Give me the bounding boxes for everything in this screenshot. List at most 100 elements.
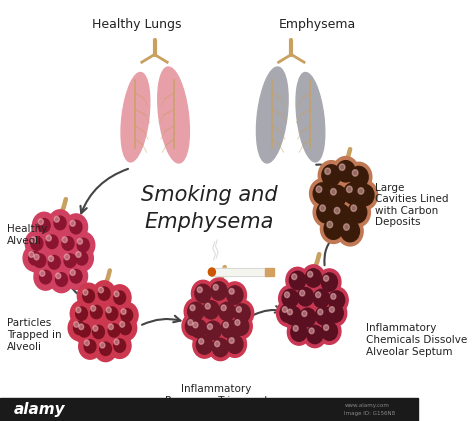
Circle shape <box>276 300 300 326</box>
Circle shape <box>55 273 67 286</box>
Circle shape <box>38 218 50 232</box>
Circle shape <box>330 189 336 195</box>
Circle shape <box>120 322 125 327</box>
Circle shape <box>76 307 87 320</box>
Circle shape <box>68 315 91 341</box>
Circle shape <box>185 317 202 336</box>
Circle shape <box>327 221 333 228</box>
Circle shape <box>72 232 95 258</box>
Circle shape <box>114 291 126 304</box>
Circle shape <box>76 251 88 265</box>
Circle shape <box>205 321 221 339</box>
Circle shape <box>188 320 193 325</box>
Circle shape <box>211 282 227 300</box>
Circle shape <box>337 216 363 246</box>
Text: www.alamy.com: www.alamy.com <box>344 403 389 408</box>
Text: Particles
Trapped in
Alveoli: Particles Trapped in Alveoli <box>7 318 62 352</box>
Circle shape <box>114 315 137 341</box>
Circle shape <box>328 200 354 229</box>
Circle shape <box>302 265 325 291</box>
Circle shape <box>46 235 51 241</box>
Circle shape <box>87 319 110 345</box>
Circle shape <box>28 251 41 265</box>
Circle shape <box>233 317 249 336</box>
Circle shape <box>48 256 60 269</box>
Circle shape <box>280 304 296 322</box>
Circle shape <box>29 252 34 257</box>
Circle shape <box>348 202 367 223</box>
Circle shape <box>83 289 94 303</box>
Circle shape <box>325 287 348 313</box>
Circle shape <box>318 161 344 190</box>
Circle shape <box>237 306 241 312</box>
Circle shape <box>94 336 117 362</box>
Circle shape <box>70 220 82 234</box>
Circle shape <box>40 229 64 255</box>
Circle shape <box>73 317 96 343</box>
Circle shape <box>293 325 298 331</box>
Ellipse shape <box>121 72 150 162</box>
Circle shape <box>297 288 314 306</box>
Circle shape <box>73 321 85 335</box>
Circle shape <box>207 278 230 304</box>
Circle shape <box>77 283 100 309</box>
Circle shape <box>76 307 81 313</box>
Circle shape <box>193 322 198 328</box>
Circle shape <box>109 285 131 310</box>
Circle shape <box>207 324 212 330</box>
Circle shape <box>34 254 39 260</box>
Circle shape <box>283 306 287 312</box>
Circle shape <box>116 302 138 328</box>
Circle shape <box>62 237 67 242</box>
Text: Healthy Lungs: Healthy Lungs <box>92 18 182 31</box>
Circle shape <box>200 297 223 323</box>
Circle shape <box>313 183 332 204</box>
Circle shape <box>352 170 358 176</box>
Circle shape <box>320 214 346 243</box>
Circle shape <box>310 285 333 312</box>
Circle shape <box>303 321 327 348</box>
Circle shape <box>212 338 228 357</box>
Circle shape <box>196 336 212 354</box>
Circle shape <box>40 271 45 276</box>
Circle shape <box>346 162 372 192</box>
Circle shape <box>48 210 72 236</box>
Circle shape <box>218 316 241 342</box>
Circle shape <box>99 287 103 293</box>
Circle shape <box>59 248 82 274</box>
Circle shape <box>100 301 123 326</box>
Circle shape <box>296 304 319 330</box>
Circle shape <box>313 197 339 227</box>
Circle shape <box>188 302 204 321</box>
Circle shape <box>119 321 131 335</box>
Circle shape <box>79 333 101 359</box>
Ellipse shape <box>256 67 288 163</box>
Circle shape <box>321 273 337 291</box>
Circle shape <box>223 322 228 328</box>
Circle shape <box>339 164 345 171</box>
Circle shape <box>184 298 207 325</box>
Text: Inflammatory
Response Triggered: Inflammatory Response Triggered <box>165 384 267 406</box>
Circle shape <box>191 280 215 306</box>
Circle shape <box>25 230 48 256</box>
Circle shape <box>337 161 355 182</box>
Circle shape <box>109 333 131 358</box>
Circle shape <box>215 341 220 347</box>
Circle shape <box>331 293 336 299</box>
Circle shape <box>229 313 252 339</box>
Circle shape <box>70 269 82 283</box>
Circle shape <box>223 282 246 308</box>
Circle shape <box>355 184 374 206</box>
Text: Healthy
Alveoli: Healthy Alveoli <box>7 224 47 246</box>
Circle shape <box>91 305 102 319</box>
Circle shape <box>114 291 119 297</box>
Circle shape <box>227 286 243 304</box>
Circle shape <box>70 270 75 275</box>
Circle shape <box>285 306 301 325</box>
Circle shape <box>83 290 88 295</box>
Text: Large
Cavities Lined
with Carbon
Deposits: Large Cavities Lined with Carbon Deposit… <box>375 183 449 227</box>
Circle shape <box>286 267 309 293</box>
Circle shape <box>282 289 298 308</box>
Ellipse shape <box>296 72 325 162</box>
Circle shape <box>279 285 302 312</box>
